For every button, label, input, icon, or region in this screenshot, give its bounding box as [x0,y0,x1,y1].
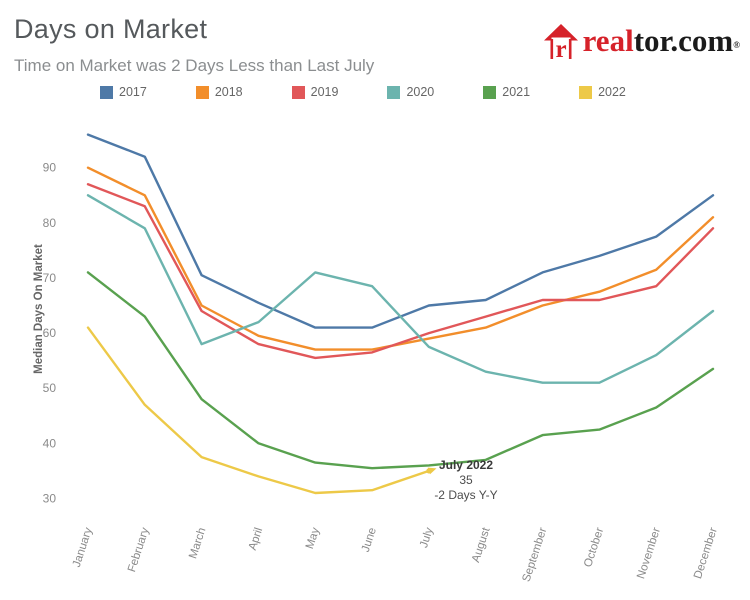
legend-swatch-icon [291,85,305,99]
annotation-title: July 2022 [438,458,494,472]
legend-item-2018[interactable]: 2018 [195,85,243,99]
logo-text-torcom: tor.com [633,23,734,58]
legend-label: 2022 [598,85,626,99]
y-tick-30: 30 [43,491,57,505]
legend-label: 2017 [119,85,147,99]
legend-label: 2021 [502,85,531,99]
legend-swatch-icon [195,85,209,99]
x-tick-april: April [247,526,266,552]
legend-label: 2019 [310,85,339,99]
legend-label: 2020 [406,85,435,99]
y-tick-60: 60 [43,326,57,340]
series-line-2019[interactable] [86,182,715,360]
legend-label: 2018 [214,85,243,99]
y-tick-70: 70 [43,271,57,285]
series-line-2017[interactable] [86,133,715,329]
series-line-2021[interactable] [86,271,715,470]
legend-swatch-icon [387,85,401,99]
logo-text-real: real [582,23,634,58]
legend-item-2021[interactable]: 2021 [483,85,530,99]
x-tick-december: December [692,526,720,580]
legend-item-2017[interactable]: 2017 [100,85,147,99]
x-tick-february: February [126,526,152,574]
legend-swatch-icon [483,85,497,99]
x-tick-may: May [304,526,322,551]
legend-item-2022[interactable]: 2022 [579,85,626,99]
annotation-delta: -2 Days Y-Y [434,488,498,502]
annotation-value: 35 [459,473,473,487]
x-tick-august: August [470,525,493,564]
legend-swatch-icon [579,85,593,99]
y-tick-40: 40 [43,436,57,450]
legend-item-2020[interactable]: 2020 [387,85,434,99]
realtor-logo: r real tor.com ® [543,22,740,64]
svg-text:r: r [555,36,566,61]
y-axis-title: Median Days On Market [33,244,45,374]
page-subtitle: Time on Market was 2 Days Less than Last… [14,56,375,75]
series-line-2020[interactable] [86,194,715,384]
x-tick-march: March [187,526,208,560]
logo-trademark-icon: ® [733,40,740,50]
series-end-arrow-icon [427,467,437,475]
x-tick-june: June [360,526,379,553]
series-line-2018[interactable] [86,166,715,351]
y-tick-50: 50 [43,381,57,395]
page-title: Days on Market [14,14,208,44]
x-tick-january: January [71,526,95,569]
y-tick-80: 80 [43,216,57,230]
realtor-house-icon: r [543,24,578,61]
legend-item-2019[interactable]: 2019 [291,85,339,99]
legend: 2017 2018 2019 2020 2021 2022 [100,85,626,99]
x-tick-october: October [582,526,606,569]
annotation-july-2022: July 2022 35 -2 Days Y-Y [406,458,526,503]
y-tick-90: 90 [43,161,57,175]
x-tick-july: July [418,526,436,549]
x-tick-september: September [521,526,550,583]
legend-swatch-icon [100,85,113,99]
series-line-2022[interactable] [86,326,431,495]
x-tick-november: November [635,526,663,580]
